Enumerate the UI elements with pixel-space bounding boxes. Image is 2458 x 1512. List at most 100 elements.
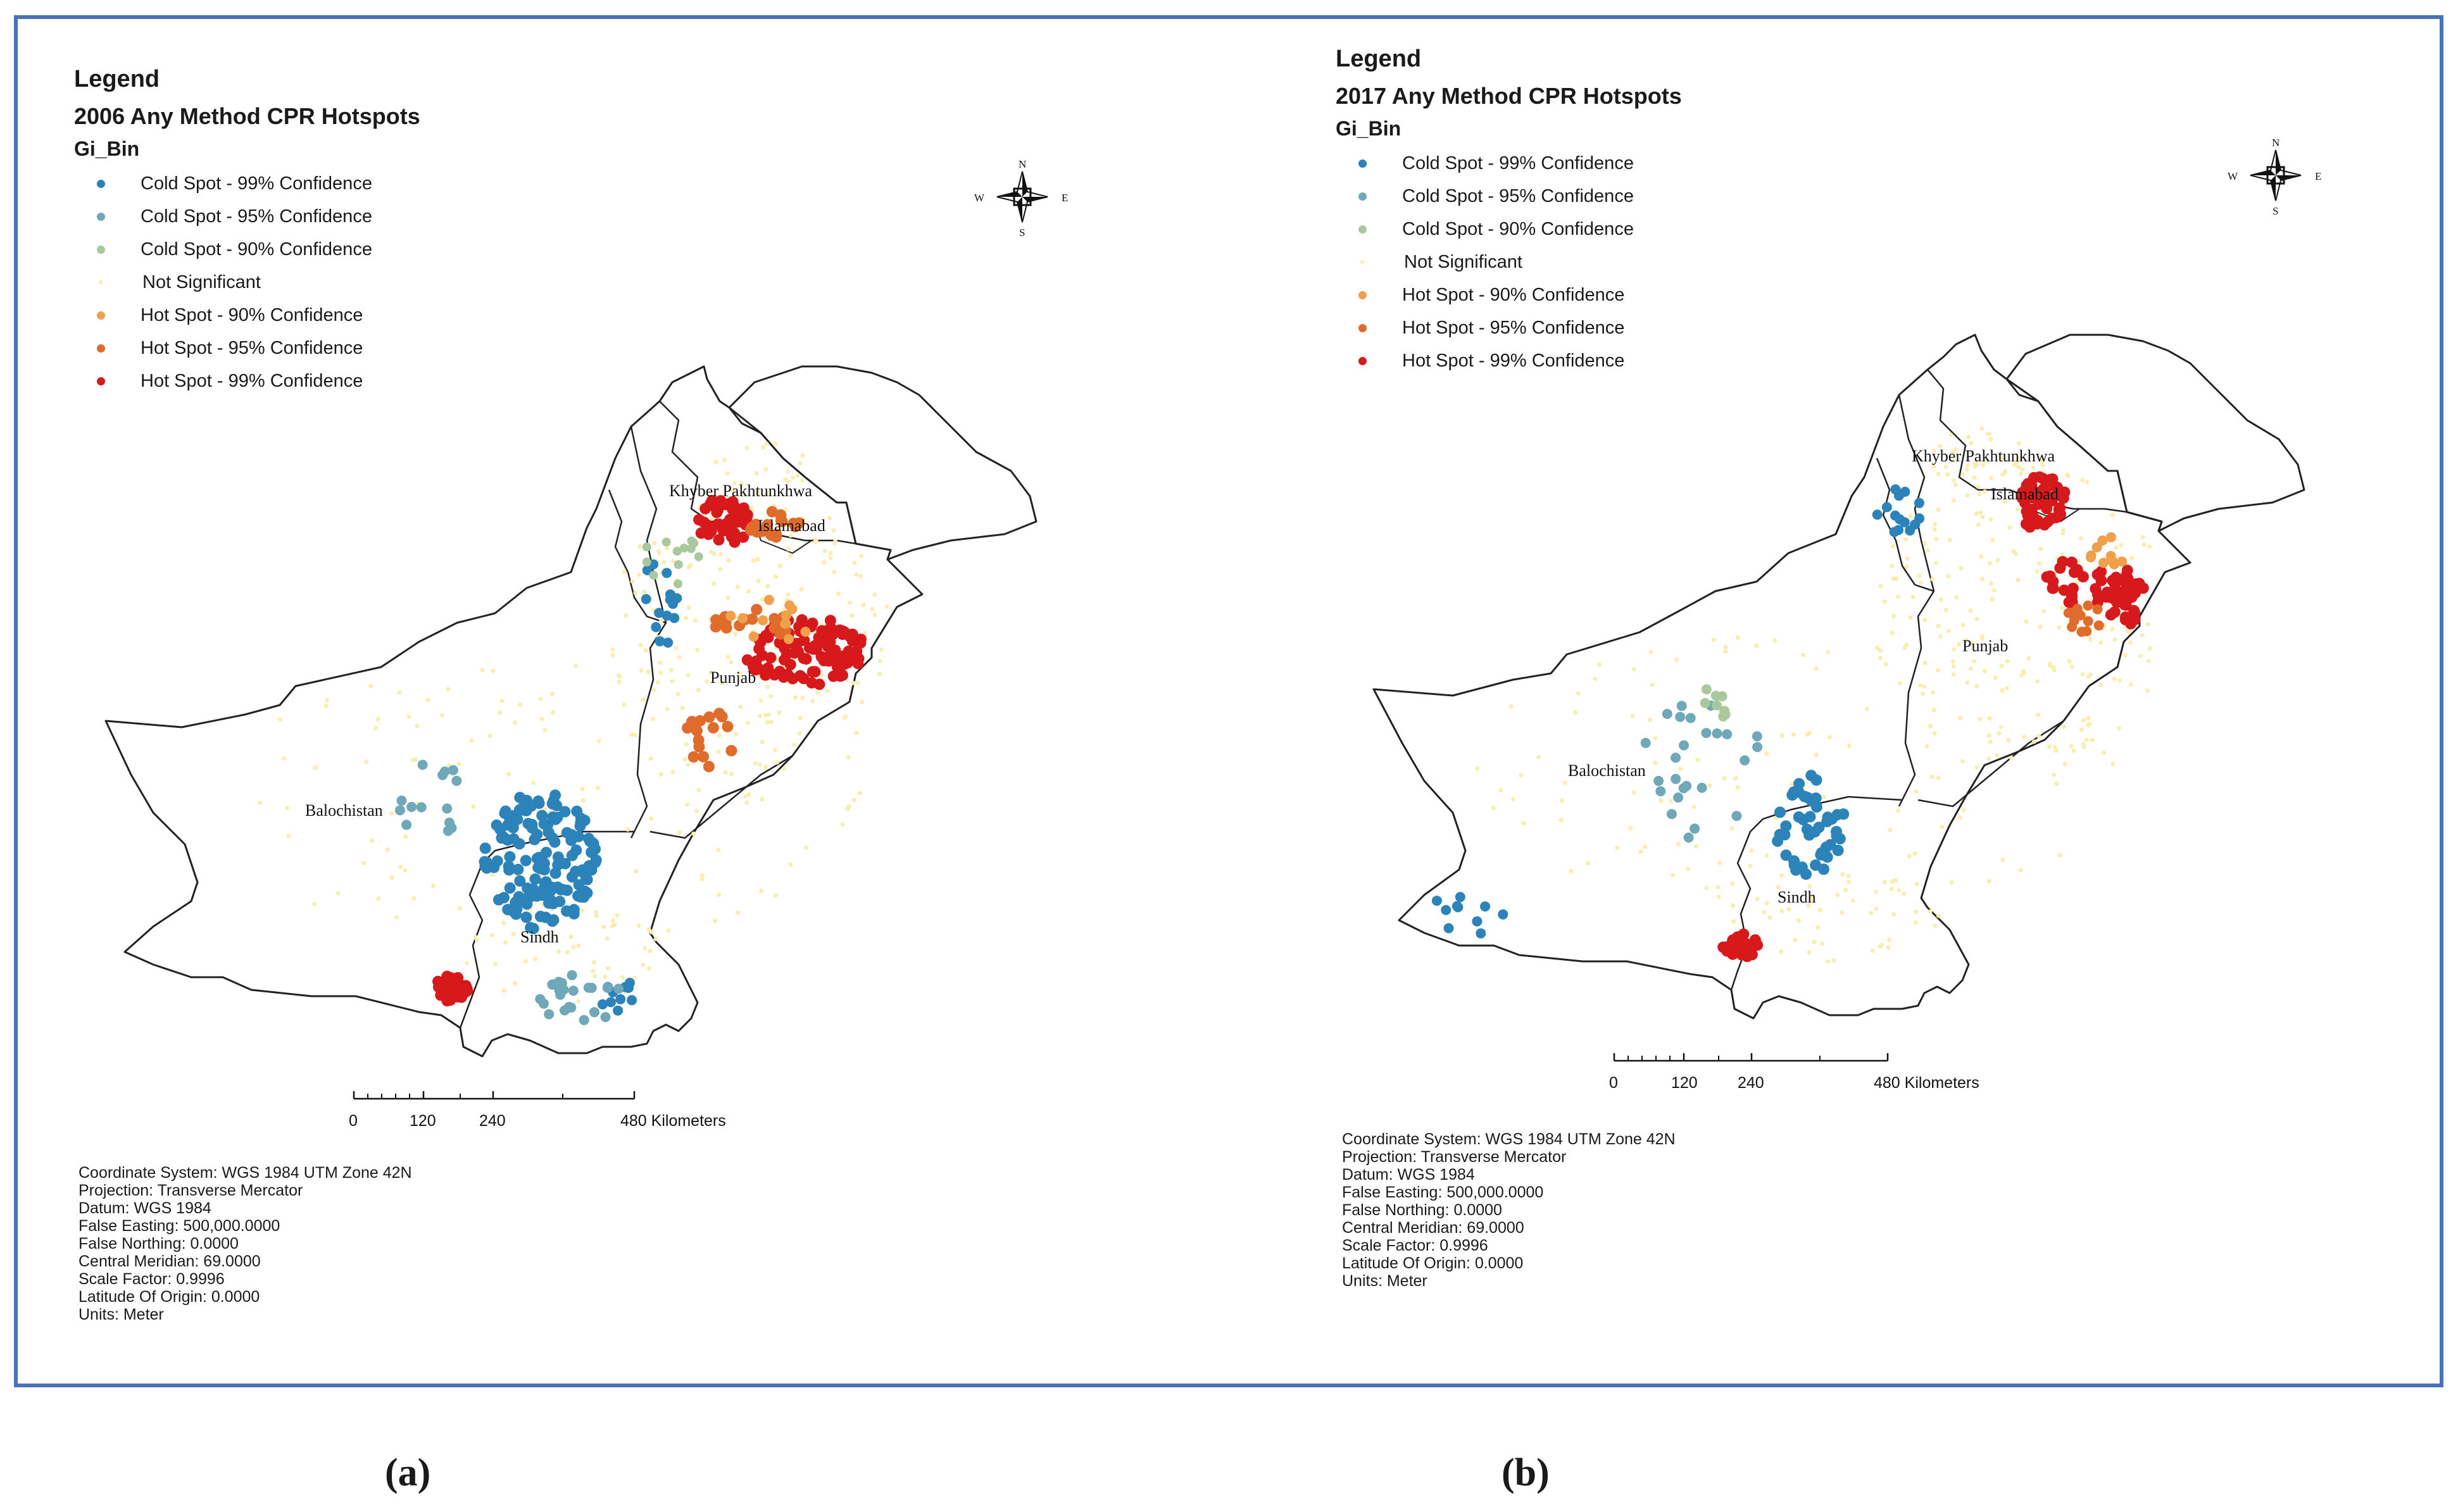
hotspot-point	[1776, 885, 1781, 889]
hotspot-point	[753, 761, 758, 766]
hotspot-point	[2021, 669, 2026, 673]
hotspot-point	[768, 669, 781, 681]
hotspot-point	[708, 670, 713, 675]
hotspot-point	[2060, 552, 2065, 557]
hotspot-point	[731, 489, 736, 494]
hotspot-point	[768, 694, 774, 699]
legend-swatch	[97, 245, 105, 254]
label-balochistan: Balochistan	[1568, 761, 1646, 780]
hotspot-point	[1981, 463, 1985, 468]
hotspot-point	[1735, 785, 1740, 790]
coord-line: Coordinate System: WGS 1984 UTM Zone 42N	[78, 1164, 412, 1182]
hotspot-point	[593, 973, 598, 978]
hotspot-point	[489, 932, 494, 937]
hotspot-point	[1997, 731, 2002, 736]
legend-subtitle: 2006 Any Method CPR Hotspots	[74, 103, 420, 129]
map-canvas-2006: Khyber Pakhtunkhwa Islamabad Punjab Balo…	[104, 158, 1068, 1130]
hotspot-point	[1593, 677, 1598, 681]
hotspot-point	[566, 871, 578, 883]
hotspot-point	[839, 627, 851, 638]
hotspot-point	[605, 936, 610, 941]
hotspot-point	[617, 674, 622, 679]
hotspot-point	[539, 889, 551, 901]
hotspot-point	[2092, 604, 2103, 615]
hotspot-point	[760, 797, 765, 802]
hotspot-point	[1740, 941, 1752, 953]
hotspot-point	[576, 999, 581, 1004]
hotspot-point	[1847, 880, 1852, 884]
hotspot-point	[833, 539, 838, 544]
hotspot-point	[2087, 722, 2092, 727]
hotspot-point	[1615, 846, 1620, 850]
hotspot-point	[1569, 868, 1574, 873]
hotspot-point	[1881, 502, 1892, 513]
hotspot-point	[633, 590, 638, 596]
hotspot-point	[663, 637, 674, 648]
hotspot-point	[539, 716, 544, 722]
hotspot-point	[514, 875, 526, 887]
hotspot-point	[490, 872, 495, 877]
hotspot-point	[632, 975, 637, 980]
hotspot-point	[586, 836, 597, 848]
hotspot-point	[2054, 562, 2066, 574]
hotspot-point	[448, 765, 458, 775]
hotspot-point	[1950, 659, 1955, 664]
hotspot-point	[1990, 537, 1995, 542]
hotspot-point	[729, 659, 734, 665]
hotspot-point	[858, 574, 863, 579]
hotspot-point	[718, 566, 723, 572]
hotspot-point	[544, 1009, 555, 1020]
hotspot-point	[1740, 755, 1750, 766]
hotspot-point	[654, 608, 665, 618]
hotspot-point	[2035, 679, 2040, 684]
legend-item: Hot Spot - 90% Confidence	[1336, 278, 1682, 311]
hotspot-point	[573, 879, 585, 891]
hotspot-point	[620, 975, 625, 980]
hotspot-point	[755, 557, 760, 562]
hotspot-point	[610, 647, 615, 652]
hotspot-point	[553, 977, 564, 987]
hotspot-point	[1521, 821, 1526, 826]
hotspot-point	[589, 1007, 599, 1018]
hotspot-point	[1831, 958, 1836, 963]
hotspot-point	[2066, 591, 2078, 603]
legend-item-label: Hot Spot - 99% Confidence	[141, 370, 363, 391]
hotspot-point	[375, 717, 380, 722]
hotspot-point	[531, 828, 543, 840]
hotspot-point	[2022, 735, 2027, 740]
hotspot-point	[2053, 504, 2065, 515]
hotspot-point	[758, 698, 763, 703]
hotspot-point	[532, 861, 544, 873]
hotspot-point	[2017, 486, 2028, 498]
hotspot-point	[857, 790, 862, 796]
hotspot-point	[1889, 527, 1900, 537]
hotspot-point	[580, 786, 585, 791]
hotspot-point	[682, 757, 687, 762]
hotspot-point	[725, 611, 736, 621]
hotspot-point	[1953, 482, 1959, 487]
hotspot-point	[687, 751, 699, 763]
hotspot-point	[1988, 561, 1993, 566]
label-punjab: Punjab	[1962, 637, 2008, 655]
hotspot-point	[2038, 624, 2043, 629]
hotspot-point	[1683, 832, 1694, 843]
hotspot-point	[741, 654, 753, 666]
hotspot-point	[2007, 525, 2012, 530]
hotspot-point	[662, 610, 672, 621]
hotspot-point	[1878, 648, 1883, 653]
hotspot-point	[1886, 945, 1891, 950]
hotspot-point	[1874, 906, 1879, 911]
scale-tick-0: 0	[349, 1112, 358, 1130]
hotspot-point	[513, 981, 517, 985]
hotspot-point	[1820, 941, 1825, 946]
hotspot-point	[828, 551, 833, 556]
hotspot-point	[717, 733, 722, 738]
hotspot-point	[2066, 556, 2078, 568]
hotspot-point	[361, 861, 366, 866]
hotspot-points-2006	[258, 441, 889, 1025]
legend-swatch	[1358, 192, 1367, 201]
legend-swatch	[1358, 225, 1367, 234]
legend-item: Cold Spot - 90% Confidence	[74, 233, 420, 266]
coordinate-system-info: Coordinate System: WGS 1984 UTM Zone 42N…	[78, 1164, 412, 1323]
hotspot-point	[1801, 653, 1806, 658]
